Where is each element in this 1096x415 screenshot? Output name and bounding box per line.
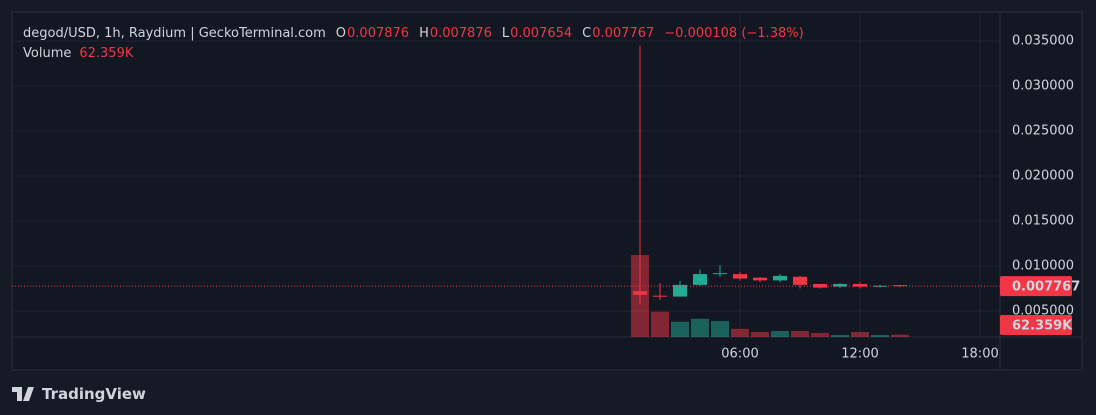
volume-bar [891, 334, 909, 337]
candle-body [793, 276, 807, 285]
x-tick-label: 12:00 [841, 347, 878, 362]
volume-bar [751, 331, 769, 337]
symbol-title: degod/USD, 1h, Raydium | GeckoTerminal.c… [23, 26, 326, 41]
volume-value: 62.359K [79, 46, 134, 61]
candle-body [673, 284, 687, 297]
chart-panel [11, 11, 1083, 371]
candle-body [833, 283, 847, 287]
y-tick-label: 0.010000 [1012, 258, 1074, 273]
x-tick-label: 06:00 [721, 347, 758, 362]
volume-tag-label: 62.359K [1012, 319, 1073, 334]
legend-value: 0.007767 [592, 26, 655, 41]
legend-value: 0.007876 [429, 26, 492, 41]
y-tick-label: 0.005000 [1012, 303, 1074, 318]
volume-bar [651, 311, 669, 337]
volume-bar [871, 334, 889, 337]
candle-body [693, 274, 707, 285]
footer: TradingView [12, 383, 146, 405]
candle-body [733, 274, 747, 279]
legend-row: Volume 62.359K [23, 44, 814, 64]
candle-body [713, 273, 727, 275]
brand-logo [12, 387, 34, 401]
volume-bar [771, 331, 789, 337]
volume-bar [831, 334, 849, 337]
candle-body [853, 283, 867, 287]
y-tick-label: 0.020000 [1012, 168, 1074, 183]
volume-bar [711, 320, 729, 337]
legend-value: 0.007654 [510, 26, 573, 41]
candle-body [633, 291, 647, 295]
x-tick-label: 18:00 [961, 347, 998, 362]
candle-body [753, 277, 767, 281]
candle-body [773, 275, 787, 281]
legend-key: O [335, 26, 347, 41]
legend-value: 0.007876 [347, 26, 410, 41]
y-tick-label: 0.025000 [1012, 123, 1074, 138]
price-tag-label: 0.007767 [1012, 280, 1080, 295]
volume-tag [1000, 315, 1072, 335]
legend-row: degod/USD, 1h, Raydium | GeckoTerminal.c… [23, 24, 814, 44]
legend: degod/USD, 1h, Raydium | GeckoTerminal.c… [23, 24, 814, 64]
legend-key: C [582, 26, 592, 41]
price-tag [1000, 276, 1072, 297]
y-tick-label: 0.035000 [1012, 33, 1074, 48]
legend-change: −0.000108 (−1.38%) [664, 26, 804, 41]
volume-bar [691, 318, 709, 337]
brand-name: TradingView [42, 385, 146, 403]
legend-key: H [419, 26, 429, 41]
y-tick-label: 0.015000 [1012, 213, 1074, 228]
candle-body [653, 295, 667, 297]
volume-bar [811, 332, 829, 337]
volume-bar [671, 321, 689, 337]
y-tick-label: 0.030000 [1012, 78, 1074, 93]
volume-bar [791, 331, 809, 337]
volume-title: Volume [23, 46, 72, 61]
volume-bar [851, 331, 869, 337]
volume-bar [731, 328, 749, 337]
legend-key: L [501, 26, 510, 41]
